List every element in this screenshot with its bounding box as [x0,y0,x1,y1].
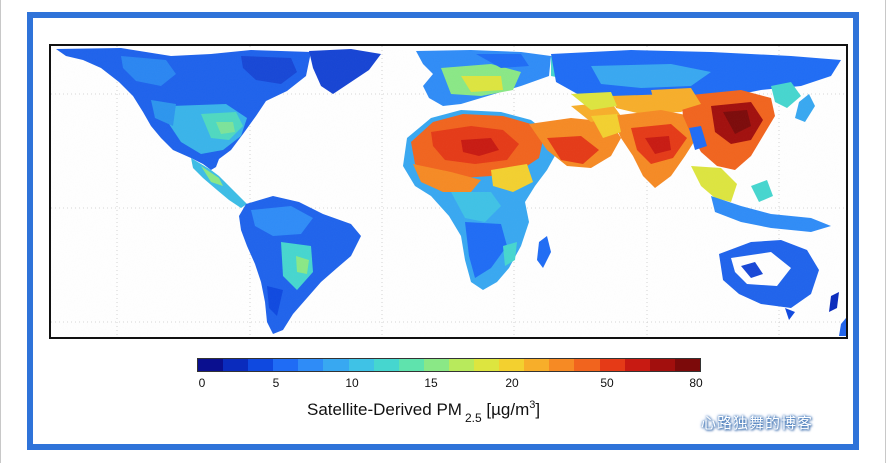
colorbar-segment [624,359,650,371]
colorbar-title-unit-superscript: 3 [529,399,536,411]
colorbar-tick: 20 [505,376,519,390]
colorbar-segment [524,359,550,371]
colorbar-scale [198,359,700,371]
colorbar-title-subscript: 2.5 [464,411,482,425]
colorbar-segment [323,359,349,371]
watermark: 心路独舞的博客 [701,415,814,432]
colorbar-segment [448,359,475,371]
colorbar-title-unit-suffix: ] [535,400,541,419]
colorbar [197,358,701,372]
colorbar-title-main: Satellite-Derived PM [307,400,462,419]
colorbar-segment [248,359,274,371]
colorbar-tick: 50 [600,376,614,390]
colorbar-segment [674,359,700,371]
colorbar-tick: 0 [198,376,206,390]
colorbar-segment [398,359,424,371]
world-pm25-map [49,44,848,339]
colorbar-title: Satellite-Derived PM 2.5 [µg/m3] [307,399,541,425]
colorbar-tick: 15 [424,376,438,390]
colorbar-segment [649,359,675,371]
colorbar-segment [474,359,500,371]
colorbar-segment [423,359,449,371]
colorbar-tick: 80 [689,376,703,390]
colorbar-segment [298,359,324,371]
colorbar-segment [599,359,625,371]
colorbar-segment [348,359,374,371]
colorbar-tick: 5 [272,376,280,390]
colorbar-tick: 10 [345,376,359,390]
colorbar-segment [574,359,600,371]
colorbar-segment [373,359,399,371]
colorbar-title-unit-prefix: [µg/m [486,400,530,419]
colorbar-segment [549,359,575,371]
colorbar-segment [223,359,249,371]
colorbar-segment [198,359,224,371]
colorbar-segment [273,359,299,371]
colorbar-segment [499,359,525,371]
